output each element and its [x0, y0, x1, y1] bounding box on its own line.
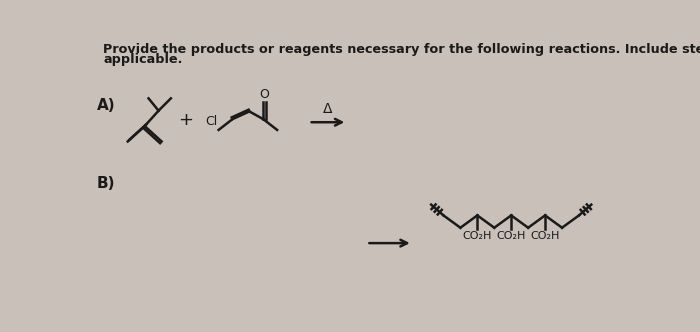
Text: CO₂H: CO₂H	[463, 231, 492, 241]
Text: +: +	[178, 111, 193, 129]
Text: Provide the products or reagents necessary for the following reactions. Include : Provide the products or reagents necessa…	[103, 43, 700, 56]
Text: A): A)	[97, 98, 116, 113]
Text: CO₂H: CO₂H	[496, 231, 526, 241]
Text: CO₂H: CO₂H	[531, 231, 560, 241]
Text: applicable.: applicable.	[103, 53, 183, 66]
Text: Cl: Cl	[205, 116, 217, 128]
Text: O: O	[259, 88, 269, 101]
Text: Δ: Δ	[323, 102, 332, 116]
Text: B): B)	[97, 176, 116, 191]
